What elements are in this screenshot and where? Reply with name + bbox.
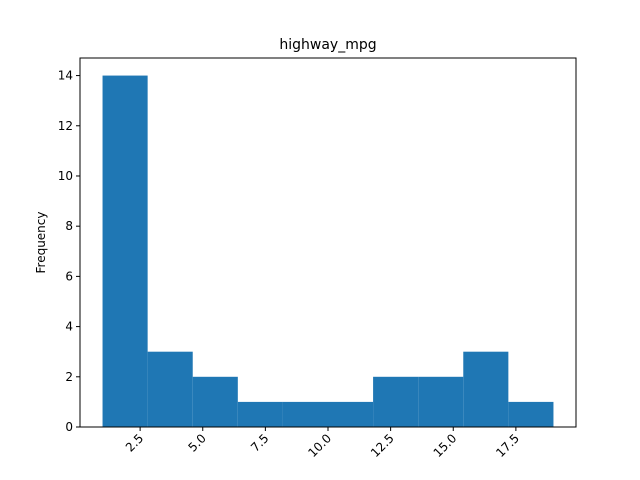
histogram-bar	[192, 376, 238, 427]
x-tick-label: 15.0	[431, 431, 460, 460]
histogram-bar	[463, 351, 509, 427]
y-axis-label: Frequency	[34, 212, 48, 274]
y-tick-label: 8	[65, 219, 73, 233]
y-tick-label: 14	[58, 69, 73, 83]
x-ticks: 2.5 5.0 7.5 10.0 12.5 15.0 17.5	[123, 427, 522, 460]
histogram-bar	[508, 401, 554, 427]
x-tick-label: 17.5	[493, 431, 522, 460]
histogram-bar	[418, 376, 464, 427]
x-tick-label: 7.5	[248, 431, 271, 454]
y-tick-label: 12	[58, 119, 73, 133]
chart-title: highway_mpg	[279, 37, 376, 53]
y-tick-label: 10	[58, 169, 73, 183]
histogram-bar	[147, 351, 193, 427]
histogram-bar	[373, 376, 419, 427]
x-tick-label: 10.0	[305, 431, 334, 460]
x-tick-label: 2.5	[123, 431, 146, 454]
y-ticks: 0 2 4 6 8 10 12 14	[58, 69, 80, 434]
y-tick-label: 6	[65, 269, 73, 283]
x-tick-label: 5.0	[185, 431, 208, 454]
bars-layer	[102, 75, 554, 428]
y-tick-label: 2	[65, 370, 73, 384]
histogram-bar	[102, 75, 148, 428]
histogram-bar	[282, 401, 328, 427]
histogram-bar	[328, 401, 374, 427]
y-tick-label: 0	[65, 420, 73, 434]
x-tick-label: 12.5	[368, 431, 397, 460]
histogram-bar	[237, 401, 283, 427]
y-tick-label: 4	[65, 320, 73, 334]
